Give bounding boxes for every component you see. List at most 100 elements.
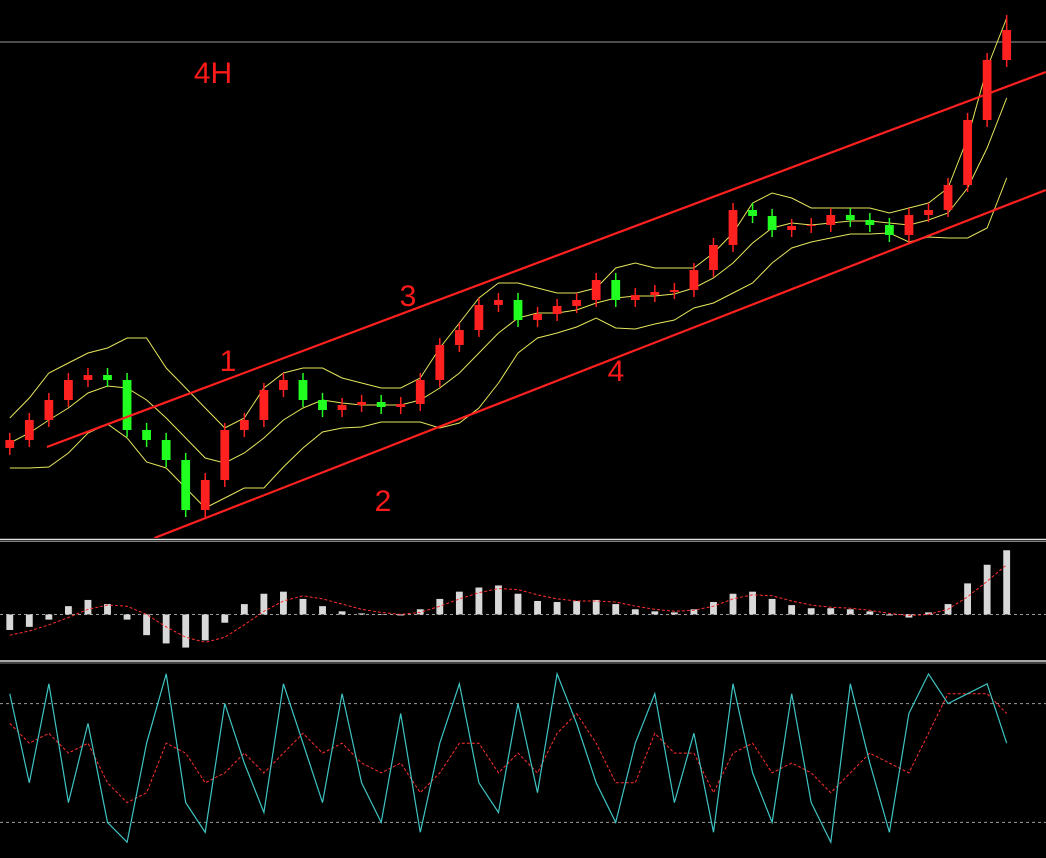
- candle-body: [787, 226, 797, 230]
- stochastic-line: [9, 671, 1008, 845]
- histogram-bar: [280, 591, 287, 615]
- histogram-bar: [338, 611, 346, 615]
- candle-body: [239, 420, 249, 430]
- histogram-bar: [612, 604, 620, 615]
- candle-body: [845, 215, 855, 220]
- candle-body: [924, 210, 933, 215]
- histogram-bar: [6, 614, 14, 630]
- histogram-bar: [885, 614, 893, 616]
- candle-body: [689, 270, 699, 290]
- candle-body: [298, 380, 308, 400]
- histogram-bar: [84, 599, 92, 615]
- histogram-bar: [221, 614, 229, 623]
- candle-body: [44, 400, 54, 420]
- histogram-bar: [182, 614, 190, 648]
- timeframe-label: 4H: [194, 57, 232, 90]
- candle-body: [748, 210, 757, 216]
- histogram-bar: [514, 593, 522, 615]
- annotation: 2: [375, 485, 392, 518]
- histogram-bar: [123, 614, 131, 620]
- candle-body: [64, 380, 73, 400]
- histogram-bar: [455, 591, 463, 615]
- histogram-bar: [592, 599, 600, 615]
- candle-body: [5, 440, 15, 448]
- histogram-bar: [651, 611, 659, 615]
- candle-body: [24, 420, 34, 440]
- histogram-bar: [299, 598, 307, 615]
- candle-body: [904, 215, 914, 235]
- candle-body: [591, 280, 601, 300]
- candle-body: [494, 300, 503, 305]
- candle-body: [533, 314, 542, 320]
- signal-line: [9, 564, 1008, 643]
- candle-body: [963, 120, 972, 185]
- histogram-bar: [729, 593, 737, 615]
- candle-body: [200, 480, 210, 510]
- candle-body: [806, 225, 816, 226]
- annotation: 1: [220, 345, 237, 378]
- histogram-bar: [768, 598, 776, 615]
- candle-body: [767, 216, 777, 230]
- candle-body: [220, 430, 230, 480]
- histogram-bar: [670, 612, 678, 615]
- candle-body: [142, 430, 152, 440]
- annotation: 3: [400, 280, 417, 313]
- candle-body: [513, 300, 523, 320]
- macd-panel: [0, 550, 1046, 648]
- candle-body: [611, 280, 621, 300]
- histogram-bar: [143, 614, 151, 636]
- candle-body: [318, 400, 327, 410]
- histogram-bar: [553, 602, 561, 615]
- candle-body: [650, 292, 660, 295]
- histogram-bar: [534, 600, 541, 615]
- histogram-bar: [925, 612, 932, 615]
- histogram-bar: [1003, 550, 1011, 615]
- candle-body: [337, 405, 347, 410]
- candle-body: [630, 295, 640, 300]
- annotations: 4H 1 2 3 4: [194, 57, 625, 518]
- histogram-bar: [260, 593, 268, 615]
- histogram-bar: [475, 587, 483, 615]
- signal-line: [9, 693, 1008, 804]
- histogram-bar: [827, 608, 835, 615]
- channel-line: [46, 70, 1046, 449]
- histogram-bar: [807, 608, 815, 615]
- candle-body: [572, 300, 582, 306]
- candle-body: [728, 210, 738, 245]
- candle-body: [161, 440, 171, 460]
- histogram-bar: [416, 609, 424, 615]
- candle-body: [357, 402, 367, 405]
- histogram-bar: [573, 600, 581, 615]
- candle-body: [826, 215, 836, 225]
- channel-line: [154, 188, 1046, 538]
- histogram-bar: [631, 609, 639, 615]
- histogram-bar: [749, 591, 756, 615]
- candle-body: [943, 185, 953, 210]
- histogram-bar: [788, 605, 796, 615]
- candle-body: [1002, 30, 1012, 60]
- candle-body: [103, 375, 112, 380]
- histogram-bar: [846, 609, 854, 615]
- histogram-bar: [104, 604, 111, 615]
- histogram-bar: [162, 614, 170, 644]
- candle-body: [474, 305, 484, 330]
- histogram-bar: [690, 609, 698, 615]
- annotation: 4: [608, 355, 625, 388]
- candle-body: [669, 290, 679, 292]
- histogram-bar: [201, 614, 209, 641]
- candle-body: [454, 330, 464, 345]
- histogram-bar: [710, 602, 717, 615]
- candle-body: [415, 380, 425, 404]
- candle-body: [709, 245, 718, 270]
- histogram-bar: [45, 614, 53, 620]
- candle-body: [982, 60, 992, 120]
- histogram-bar: [358, 613, 366, 615]
- histogram-bar: [866, 611, 874, 615]
- bollinger-upper: [9, 17, 1008, 429]
- candle-body: [122, 380, 132, 430]
- candle-body: [83, 375, 93, 380]
- bollinger-middle: [9, 97, 1008, 464]
